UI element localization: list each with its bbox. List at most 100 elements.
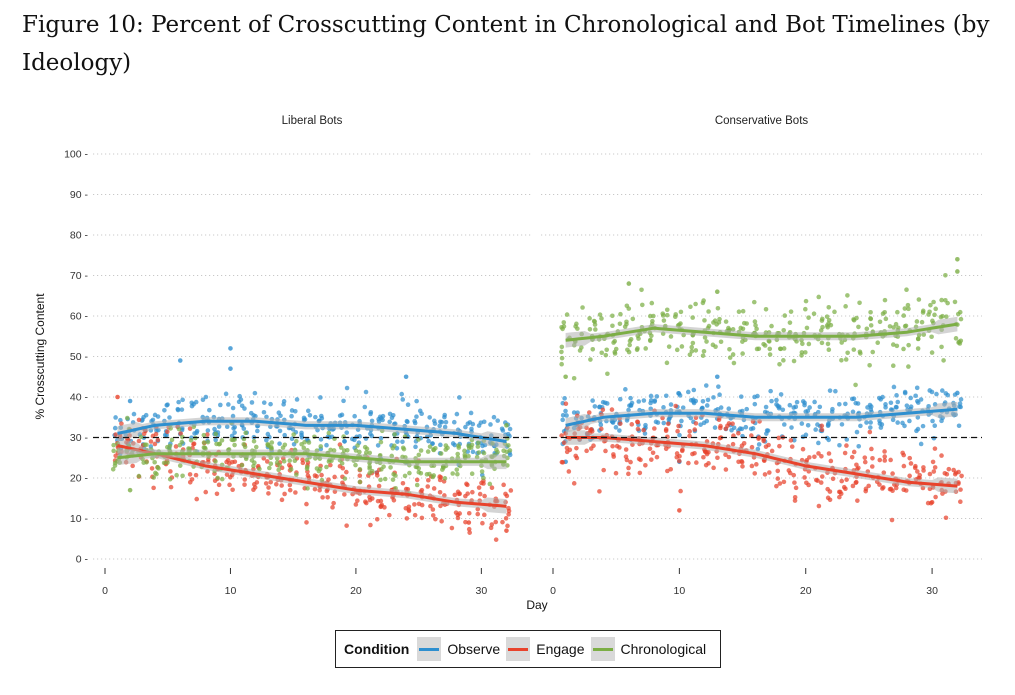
panel-conservative: Conservative Bots 0 10 20 30 xyxy=(541,115,982,597)
data-point xyxy=(400,439,405,445)
data-point xyxy=(564,413,569,418)
data-point xyxy=(624,457,630,463)
data-point xyxy=(266,491,271,496)
data-point xyxy=(622,324,628,330)
x-tick-label: 20 xyxy=(350,585,362,597)
data-point xyxy=(717,392,722,398)
data-point xyxy=(353,502,359,507)
confidence-band-observe xyxy=(117,417,507,449)
data-point xyxy=(915,426,921,432)
data-point xyxy=(111,442,116,448)
data-point xyxy=(294,438,299,444)
data-point xyxy=(612,351,618,356)
data-point xyxy=(282,432,288,438)
data-point xyxy=(655,420,661,425)
data-point xyxy=(475,511,481,517)
data-point xyxy=(939,344,944,350)
smooth-line-observe xyxy=(565,407,958,427)
data-point xyxy=(678,309,684,315)
data-point xyxy=(180,473,185,479)
data-point xyxy=(714,374,720,380)
data-point xyxy=(453,510,459,515)
data-point xyxy=(933,494,938,500)
data-point xyxy=(887,324,893,329)
data-point xyxy=(839,422,845,427)
data-point xyxy=(282,491,287,497)
data-point xyxy=(723,452,728,458)
data-point xyxy=(664,307,670,313)
data-point xyxy=(820,324,825,330)
data-point xyxy=(507,452,513,458)
data-point xyxy=(505,523,510,529)
data-point xyxy=(723,319,729,324)
data-point xyxy=(226,402,231,407)
data-point xyxy=(287,487,293,493)
data-point xyxy=(618,421,623,426)
y-tick-label: 30 - xyxy=(70,432,89,444)
data-point xyxy=(918,441,924,447)
data-point xyxy=(466,520,472,525)
data-point xyxy=(294,472,299,477)
data-point xyxy=(650,318,655,324)
data-point xyxy=(675,428,680,434)
data-point xyxy=(412,512,418,518)
data-point xyxy=(438,419,443,425)
data-point xyxy=(704,450,709,455)
data-point xyxy=(249,458,255,463)
data-point xyxy=(289,413,294,419)
data-point xyxy=(592,319,598,324)
data-point xyxy=(934,391,939,397)
data-point xyxy=(641,427,646,433)
data-point xyxy=(218,402,223,408)
data-point xyxy=(267,465,272,471)
data-point xyxy=(664,312,670,318)
data-point xyxy=(816,440,821,446)
data-point xyxy=(243,430,248,436)
data-point xyxy=(431,486,437,491)
data-point xyxy=(660,313,666,318)
data-point xyxy=(130,463,135,469)
data-point xyxy=(849,454,855,460)
data-point xyxy=(180,434,185,440)
data-point xyxy=(324,442,329,448)
data-point xyxy=(781,346,787,351)
data-point xyxy=(850,483,856,489)
data-point xyxy=(787,470,793,476)
data-point xyxy=(590,347,596,352)
data-point xyxy=(438,503,443,509)
data-point xyxy=(257,466,262,472)
data-point xyxy=(895,420,900,425)
data-point xyxy=(418,448,424,453)
data-point xyxy=(764,428,770,433)
data-point xyxy=(926,312,931,317)
data-point xyxy=(381,464,386,469)
data-point xyxy=(791,437,797,443)
data-point xyxy=(319,472,324,478)
data-point xyxy=(193,472,199,478)
data-point xyxy=(778,346,784,352)
data-point xyxy=(154,428,159,433)
data-point xyxy=(242,477,248,482)
data-point xyxy=(901,463,907,469)
data-point xyxy=(328,447,333,453)
data-point xyxy=(470,421,476,427)
data-point xyxy=(908,404,914,410)
confidence-band-chronological xyxy=(565,316,958,348)
data-point xyxy=(378,439,384,445)
data-point xyxy=(832,309,837,315)
data-point xyxy=(830,476,836,482)
data-point xyxy=(173,444,179,449)
data-point xyxy=(688,304,693,310)
data-point xyxy=(868,309,873,315)
data-point xyxy=(362,444,368,450)
data-point xyxy=(712,318,718,323)
data-point xyxy=(379,502,385,508)
data-point xyxy=(326,430,332,436)
data-point xyxy=(299,430,304,436)
data-point xyxy=(216,482,222,488)
data-point xyxy=(895,309,900,315)
data-point xyxy=(317,487,322,493)
data-point xyxy=(455,489,461,495)
data-point xyxy=(564,312,570,317)
data-point xyxy=(331,448,337,453)
